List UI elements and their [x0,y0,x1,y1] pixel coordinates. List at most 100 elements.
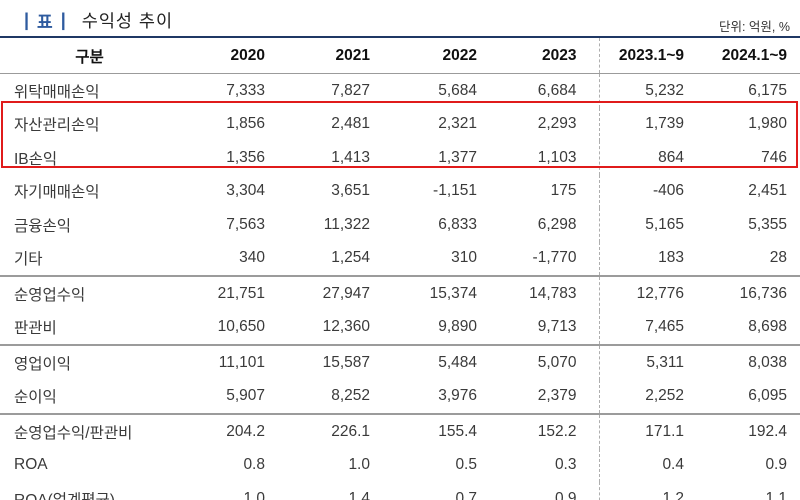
cell: 1.0 [243,489,265,500]
cell: 0.9 [554,489,577,500]
table-row: 순영업수익 21,751 27,947 15,374 14,783 12,776… [0,275,800,311]
table-row: 금융손익 7,563 11,322 6,833 6,298 5,165 5,35… [0,208,800,242]
cell: 1.4 [348,489,370,500]
cell: 1,254 [331,249,370,267]
column-header-2022: 2022 [375,37,482,74]
row-label: 금융손익 [14,217,72,235]
cell: 7,827 [331,81,370,99]
cell: 1,103 [537,148,577,166]
title-pipe-right: | [60,9,66,30]
cell: 226.1 [270,413,375,449]
title-pipe-left: | [24,9,30,30]
unit-note: 단위: 억원, % [718,20,790,34]
table-row: ROA(업계평균) 1.0 1.4 0.7 0.9 1.2 1.1 [0,482,800,500]
column-header-gubun: 구분 [0,37,180,74]
cell: 2,379 [537,387,577,405]
table-row-highlighted: IB손익 1,356 1,413 1,377 1,103 864 746 [0,141,800,175]
cell: 1.2 [598,482,689,500]
cell: 746 [761,148,787,166]
cell: 1,413 [331,148,370,166]
cell: 0.7 [455,489,477,500]
cell: 12,776 [598,275,689,311]
cell: 5,232 [598,73,689,108]
cell: 14,783 [482,275,599,311]
cell: 2,293 [537,115,577,133]
cell: 5,907 [226,387,265,405]
cell: 27,947 [270,275,375,311]
table-header-row: 구분 2020 2021 2022 2023 2023.1~9 2024.1~9 [0,37,800,74]
cell: 152.2 [482,413,599,449]
cell: 11,101 [180,344,270,380]
row-label: 기타 [14,251,43,269]
column-header-2024-9m: 2024.1~9 [689,37,800,74]
table-tag-label: 표 [37,12,53,32]
table-row: 영업이익 11,101 15,587 5,484 5,070 5,311 8,0… [0,344,800,380]
row-label: ROA(업계평균) [0,482,180,500]
cell: 2,321 [438,115,477,133]
cell: 5,070 [482,344,599,380]
row-label: IB손익 [14,150,58,168]
cell: 1,356 [226,148,265,166]
cell: 5,355 [748,215,787,233]
cell: 10,650 [217,318,265,336]
cell: 3,976 [438,387,477,405]
cell: 1,377 [438,148,477,166]
cell: 15,587 [270,344,375,380]
row-label: ROA [14,456,48,474]
cell: 0.4 [598,448,689,482]
cell: 183 [598,241,689,276]
cell: -406 [598,174,689,208]
cell: 175 [550,182,577,200]
row-label: 순이익 [14,389,57,407]
cell: 0.8 [243,456,265,474]
cell: 310 [451,249,477,267]
cell: 8,252 [331,387,370,405]
row-label: 영업이익 [0,344,180,380]
figure-title: 수익성 추이 [81,10,174,31]
cell: 2,252 [598,379,689,414]
cell: 5,311 [598,344,689,380]
cell: 0.5 [455,456,477,474]
cell: 1,739 [598,107,689,141]
cell: 5,165 [598,208,689,242]
column-header-2021: 2021 [270,37,375,74]
row-label: 판관비 [14,320,57,338]
cell: 9,713 [537,318,577,336]
cell: 171.1 [598,413,689,449]
cell: 2,451 [748,182,787,200]
cell: -1,770 [532,249,577,267]
cell: 192.4 [689,413,800,449]
cell: 2,481 [331,115,370,133]
cell: 8,038 [689,344,800,380]
cell: -1,151 [433,182,477,200]
row-label: 자산관리손익 [14,117,100,135]
cell: 864 [598,141,689,175]
cell: 11,322 [323,215,370,233]
column-header-2020: 2020 [180,37,270,74]
table-row-highlighted: 자산관리손익 1,856 2,481 2,321 2,293 1,739 1,9… [0,107,800,141]
table-row: 자기매매손익 3,304 3,651 -1,151 175 -406 2,451 [0,174,800,208]
cell: 16,736 [689,275,800,311]
cell: 3,304 [226,182,265,200]
cell: 5,484 [375,344,482,380]
column-header-2023: 2023 [482,37,599,74]
cell: 0.3 [554,456,577,474]
row-label: 순영업수익 [0,275,180,311]
cell: 7,465 [598,310,689,345]
cell: 6,175 [748,81,787,99]
table-row: 판관비 10,650 12,360 9,890 9,713 7,465 8,69… [0,310,800,345]
cell: 155.4 [375,413,482,449]
table-row: 순이익 5,907 8,252 3,976 2,379 2,252 6,095 [0,379,800,414]
cell: 5,684 [438,81,477,99]
cell: 21,751 [180,275,270,311]
table-row: 순영업수익/판관비 204.2 226.1 155.4 152.2 171.1 … [0,413,800,449]
row-label: 순영업수익/판관비 [0,413,180,449]
table-row: ROA 0.8 1.0 0.5 0.3 0.4 0.9 [0,448,800,482]
cell: 15,374 [375,275,482,311]
row-label: 자기매매손익 [14,184,100,202]
cell: 3,651 [331,182,370,200]
cell: 1,980 [748,115,787,133]
cell: 6,833 [438,215,477,233]
cell: 7,333 [226,81,265,99]
cell: 1.0 [348,456,370,474]
